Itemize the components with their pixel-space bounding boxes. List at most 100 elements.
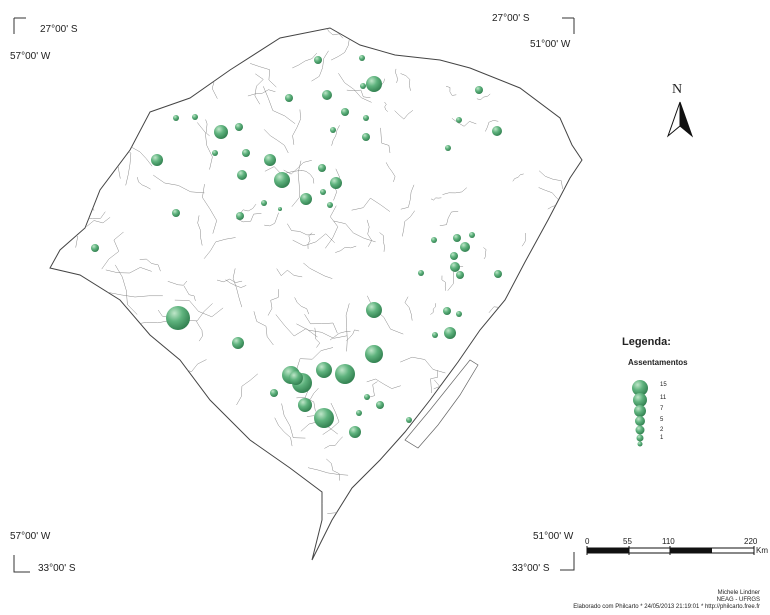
municipal-border — [380, 127, 391, 154]
municipal-border — [175, 513, 182, 538]
municipal-border — [60, 192, 95, 211]
municipal-border — [64, 285, 87, 323]
municipal-border — [239, 203, 257, 215]
legend-value: 15 — [660, 382, 667, 388]
settlement-bubble — [214, 125, 228, 139]
settlement-bubbles — [91, 55, 502, 438]
municipal-border — [209, 563, 226, 566]
municipal-border — [385, 162, 396, 182]
corner-ticks — [13, 17, 575, 573]
municipal-border — [246, 546, 298, 557]
municipal-border — [122, 28, 133, 33]
municipal-border — [403, 496, 418, 513]
municipal-border — [236, 213, 262, 223]
municipal-border — [300, 170, 315, 184]
municipal-border — [486, 407, 532, 425]
municipal-border — [575, 178, 582, 185]
municipal-border — [195, 438, 245, 456]
municipal-border — [472, 409, 502, 432]
municipal-border — [199, 430, 244, 440]
settlement-bubble — [450, 252, 458, 260]
credit-institution: NEAG - UFRGS — [716, 597, 760, 603]
municipal-border — [155, 445, 177, 455]
municipal-border — [569, 267, 580, 300]
settlement-bubble — [261, 200, 267, 206]
settlement-bubble — [443, 307, 451, 315]
settlement-bubble — [492, 126, 502, 136]
municipal-border — [444, 36, 463, 42]
coord-top-right-lon: 51°00' W — [530, 39, 571, 50]
municipal-border — [574, 202, 582, 210]
municipal-border — [261, 477, 288, 499]
municipal-border — [366, 219, 372, 247]
settlement-bubble — [232, 337, 244, 349]
municipal-border — [254, 73, 264, 105]
municipal-border — [394, 110, 414, 120]
municipal-border — [304, 314, 338, 334]
municipal-border — [292, 491, 323, 504]
settlement-bubble — [298, 398, 312, 412]
municipal-border — [191, 532, 209, 545]
municipal-border — [56, 56, 86, 66]
municipal-border — [310, 28, 323, 31]
municipal-border — [107, 292, 163, 298]
coord-bottom-left-lon: 57°00' W — [10, 531, 51, 542]
municipal-border — [129, 492, 134, 528]
municipal-border — [90, 83, 113, 90]
municipal-border — [572, 470, 578, 487]
settlement-bubble — [460, 242, 470, 252]
settlement-bubble — [365, 345, 383, 363]
municipal-border — [379, 232, 385, 252]
municipal-border — [488, 358, 501, 397]
scale-label: 220 — [744, 537, 758, 546]
settlement-bubble — [475, 86, 483, 94]
municipal-border — [287, 223, 316, 236]
municipal-border — [346, 89, 371, 99]
legend-value: 2 — [660, 427, 664, 433]
settlement-bubble — [318, 164, 326, 172]
settlement-bubble — [314, 56, 322, 64]
municipal-border — [292, 52, 317, 69]
coord-bottom-left-lat: 33°00' S — [38, 563, 76, 574]
municipal-border — [296, 323, 348, 339]
municipal-border — [452, 33, 479, 43]
municipal-border — [439, 210, 459, 226]
settlement-bubble — [362, 133, 370, 141]
municipal-border — [331, 125, 340, 146]
legend-title: Legenda: — [622, 336, 671, 348]
coord-top-left-lat: 27°00' S — [40, 24, 78, 35]
settlement-bubble — [192, 114, 198, 120]
municipal-border — [225, 279, 247, 288]
municipal-border — [307, 467, 349, 476]
settlement-bubble — [322, 90, 332, 100]
municipal-border — [198, 526, 238, 535]
municipal-border — [351, 197, 391, 212]
municipal-border — [512, 173, 524, 182]
municipal-border — [400, 18, 412, 26]
municipal-border — [291, 160, 302, 207]
municipal-border — [550, 28, 564, 38]
settlement-bubble — [349, 426, 361, 438]
settlement-bubble — [151, 154, 163, 166]
scale-label: 110 — [662, 537, 675, 546]
municipal-border — [392, 28, 410, 40]
municipal-border — [514, 460, 532, 469]
municipal-border — [303, 262, 333, 279]
municipal-border — [538, 431, 545, 454]
settlement-bubble — [270, 389, 278, 397]
legend-value: 7 — [660, 406, 664, 412]
municipal-border — [296, 388, 319, 400]
north-label: N — [672, 82, 683, 97]
settlement-bubble — [431, 237, 437, 243]
municipal-border — [103, 293, 110, 325]
municipal-border — [143, 398, 158, 414]
municipal-border — [205, 119, 210, 137]
municipal-border — [146, 355, 152, 381]
municipal-border — [141, 557, 153, 560]
municipal-border — [253, 311, 274, 346]
municipal-border — [68, 144, 89, 153]
municipal-border — [57, 66, 67, 109]
municipal-border — [344, 527, 363, 560]
municipal-border — [296, 347, 334, 371]
municipal-border — [281, 403, 306, 439]
